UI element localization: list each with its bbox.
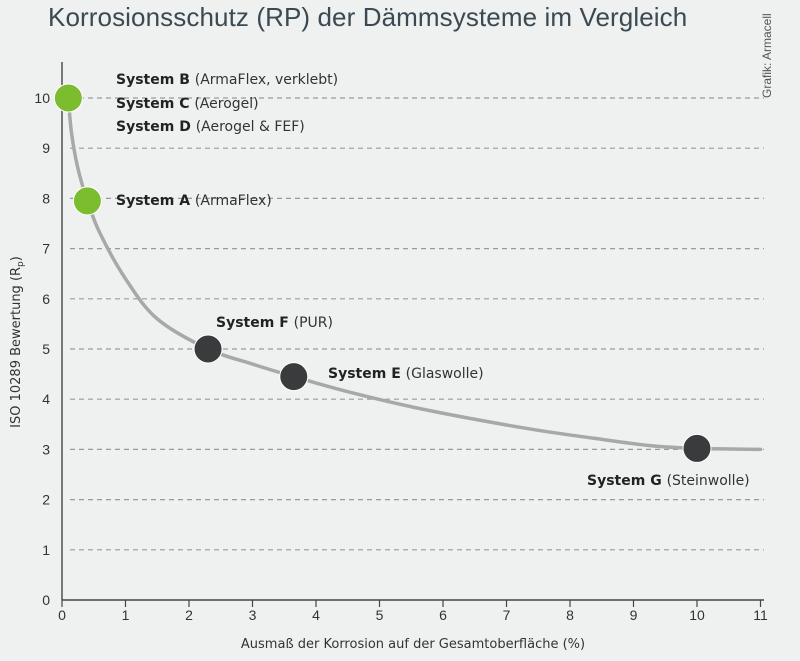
x-tick-label-0: 0: [58, 607, 66, 623]
point-annotations: System B (ArmaFlex, verklebt) System A (A…: [116, 72, 750, 489]
data-point-system-f: [193, 334, 223, 364]
label-system-d-desc: (Aerogel & FEF): [196, 119, 305, 135]
y-axis-label: ISO 10289 Bewertung (Rp): [9, 256, 26, 428]
x-tick-label-6: 6: [439, 607, 447, 623]
y-tick-label-6: 6: [42, 291, 50, 307]
label-system-g-name: System G: [587, 473, 667, 489]
y-tick-label-3: 3: [42, 441, 50, 457]
data-point-system-a: [72, 186, 102, 216]
y-tick-label-9: 9: [42, 140, 50, 156]
label-system-g-desc: (Steinwolle): [667, 473, 750, 489]
label-system-c: System C (Aerogel): [116, 96, 259, 112]
x-tick-label-3: 3: [249, 607, 257, 623]
trend-curve: [66, 96, 763, 452]
data-point-system-g: [682, 433, 712, 463]
x-tick-label-1: 1: [122, 607, 130, 623]
x-tick-label-5: 5: [376, 607, 384, 623]
label-system-a: System A (ArmaFlex): [116, 193, 272, 209]
x-tick-label-7: 7: [503, 607, 511, 623]
x-axis-label: Ausmaß der Korrosion auf der Gesamtoberf…: [241, 637, 585, 652]
y-tick-label-8: 8: [42, 190, 50, 206]
x-tick-label-4: 4: [312, 607, 320, 623]
data-points: [53, 83, 712, 463]
label-system-b: System B (ArmaFlex, verklebt): [116, 72, 338, 88]
y-tick-label-5: 5: [42, 341, 50, 357]
label-system-g: System G (Steinwolle): [587, 473, 750, 489]
label-system-a-name: System A: [116, 193, 195, 209]
y-tick-label-10: 10: [34, 90, 50, 106]
label-system-d-name: System D: [116, 119, 196, 135]
x-tick-label-9: 9: [630, 607, 638, 623]
y-tick-label-0: 0: [42, 592, 50, 608]
label-system-a-desc: (ArmaFlex): [195, 193, 272, 209]
label-system-e-desc: (Glaswolle): [406, 366, 484, 382]
x-tick-labels: 0 1 2 3 4 5 6 7 8 9 10 11: [58, 600, 768, 623]
label-system-f-desc: (PUR): [294, 315, 333, 331]
data-point-system-b: [53, 83, 83, 113]
label-system-c-desc: (Aerogel): [194, 96, 258, 112]
label-system-f-name: System F: [216, 315, 294, 331]
grid-lines: [70, 97, 764, 551]
label-system-c-name: System C: [116, 96, 194, 112]
y-tick-label-4: 4: [42, 391, 50, 407]
chart-title: Korrosionsschutz (RP) der Dämmsysteme im…: [48, 2, 688, 32]
x-tick-label-11: 11: [753, 607, 768, 623]
label-system-b-name: System B: [116, 72, 195, 88]
x-tick-label-10: 10: [689, 607, 705, 623]
label-system-e-name: System E: [328, 366, 406, 382]
x-tick-label-2: 2: [185, 607, 193, 623]
y-tick-labels: 0 1 2 3 4 5 6 7 8 9 10: [34, 90, 50, 608]
label-system-e: System E (Glaswolle): [328, 366, 484, 382]
x-tick-label-8: 8: [566, 607, 574, 623]
label-system-d: System D (Aerogel & FEF): [116, 119, 305, 135]
y-tick-label-7: 7: [42, 241, 50, 257]
y-tick-label-2: 2: [42, 492, 50, 508]
label-system-b-desc: (ArmaFlex, verklebt): [195, 72, 338, 88]
data-point-system-e: [279, 362, 309, 392]
label-system-f: System F (PUR): [216, 315, 333, 331]
y-tick-label-1: 1: [42, 542, 50, 558]
